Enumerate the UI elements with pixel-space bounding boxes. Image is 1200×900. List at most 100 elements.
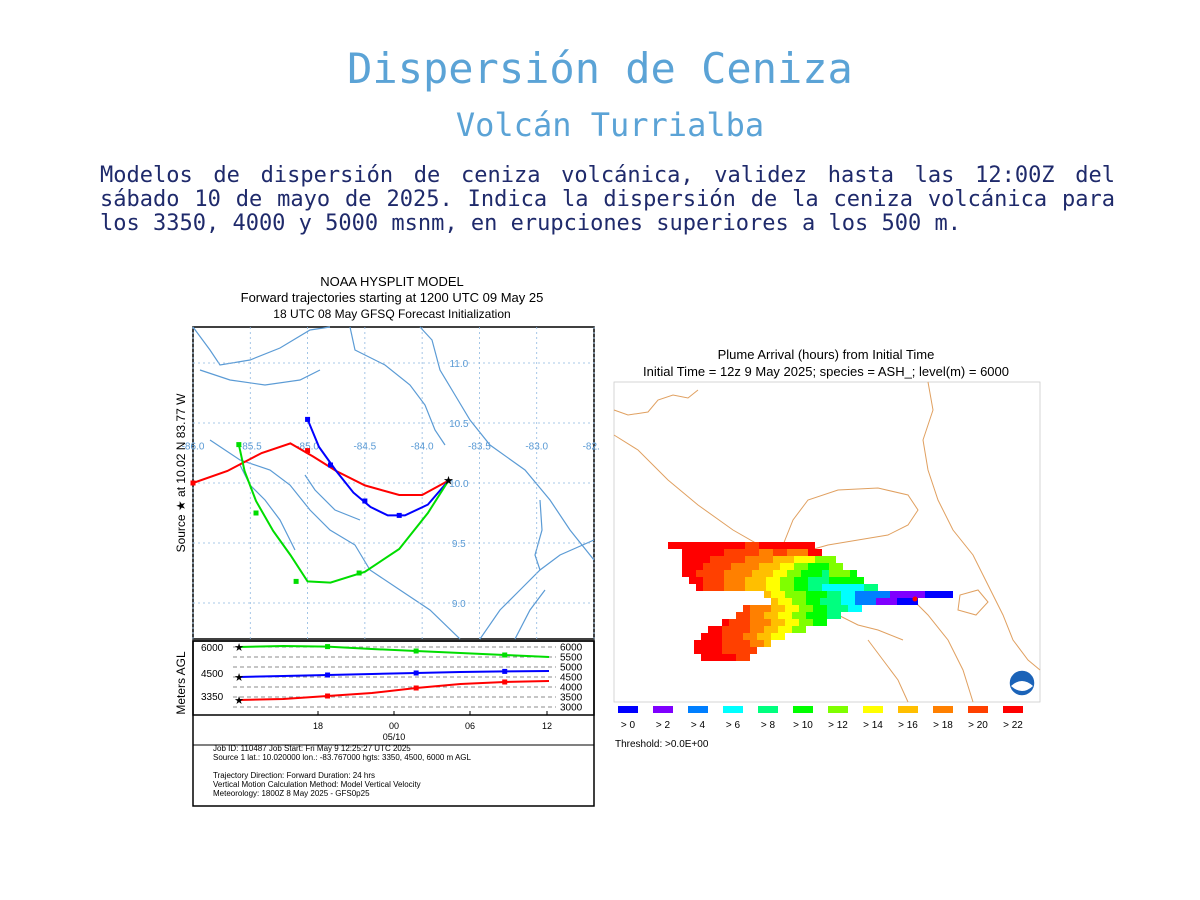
plume-cell [850,584,857,591]
height-panel-frame [192,640,595,716]
plume-cell [759,577,766,584]
plume-cell [787,542,794,549]
plume-cell [715,626,722,633]
threshold-label: Threshold: >0.0E+00 [615,739,709,750]
plume-cell [871,584,878,591]
plume-cell [794,563,801,570]
plume-cell [757,619,764,626]
height-series-marker [325,672,331,678]
map-lon-tick-label: -83.0 [525,441,548,452]
height-series-marker [413,685,419,691]
plume-cell [745,570,752,577]
plume-cell [743,654,750,661]
plume-cell [736,640,743,647]
trajectory-marker [236,442,242,448]
time-tick-label: 00 [389,721,399,731]
height-right-label: 4000 [560,683,583,694]
plume-cell [722,640,729,647]
plume-cell [785,591,792,598]
plume-cell [780,542,787,549]
plume-cell [710,577,717,584]
map-lat-tick-label: 11.0 [449,359,468,370]
legend-swatch [863,706,883,713]
plume-cell [710,542,717,549]
plume-cell [771,598,778,605]
trajectory-marker [362,498,368,504]
plume-cell [694,640,701,647]
plume-cell [750,612,757,619]
plume-cell [799,605,806,612]
plume-cell [778,626,785,633]
plume-cell [771,591,778,598]
trajectory-marker [356,570,362,576]
plume-coastline [907,594,974,703]
height-start-star-icon: ★ [234,672,244,684]
plume-cell [857,577,864,584]
plume-cell [785,598,792,605]
plume-cell [764,612,771,619]
plume-cell [883,591,890,598]
time-tick-label: 12 [542,721,552,731]
plume-cell [736,626,743,633]
plume-cell [722,619,729,626]
legend-label: > 0 [621,720,636,731]
height-start-star-icon: ★ [234,642,244,654]
plume-cell [715,633,722,640]
plume-cell [722,626,729,633]
plume-cell [813,591,820,598]
plume-cell [787,577,794,584]
plume-cell [717,563,724,570]
plume-cell [750,605,757,612]
plume-cell [750,626,757,633]
plume-cell [717,577,724,584]
plume-cell [708,626,715,633]
plume-cell [876,591,883,598]
plume-subtitle: Initial Time = 12z 9 May 2025; species =… [643,364,1009,379]
page-title: Dispersión de Ceniza [347,44,853,93]
noaa-logo-wave [1011,681,1033,691]
map-lon-tick-label: -86.0 [182,441,205,452]
noaa-logo [1008,669,1036,697]
plume-cell [780,584,787,591]
plume-coastline [782,487,919,553]
plume-cell [822,556,829,563]
plume-cell [843,570,850,577]
plume-cell [862,591,869,598]
plume-cell [722,647,729,654]
legend-label: > 2 [656,720,671,731]
height-right-label: 5500 [560,653,583,664]
legend-swatch [933,706,953,713]
plume-cell [822,570,829,577]
plume-cell [752,570,759,577]
plume-cell [764,591,771,598]
plume-cell [801,549,808,556]
map-lon-tick-label: -85.5 [239,441,262,452]
plume-cell [778,598,785,605]
legend-label: > 22 [1003,720,1023,731]
plume-cell [808,556,815,563]
plume-cell [668,542,675,549]
map-lon-tick-label: -84.0 [411,441,434,452]
plume-cell [743,619,750,626]
plume-cell [932,591,939,598]
plume-cell [752,577,759,584]
plume-cell [862,598,869,605]
plume-cell [750,633,757,640]
plume-cell [689,577,696,584]
plume-cell [855,605,862,612]
plume-cell [787,584,794,591]
plume-cell [766,584,773,591]
plume-cell [855,598,862,605]
page-subtitle: Volcán Turrialba [455,106,765,144]
plume-cell [696,584,703,591]
plume-cell [841,591,848,598]
plume-cell [752,584,759,591]
plume-cell [794,549,801,556]
plume-cell [787,570,794,577]
plume-cell [701,647,708,654]
plume-cell [708,640,715,647]
plume-cell [801,577,808,584]
plume-cell [764,626,771,633]
plume-cell [694,647,701,654]
plume-cell [736,612,743,619]
